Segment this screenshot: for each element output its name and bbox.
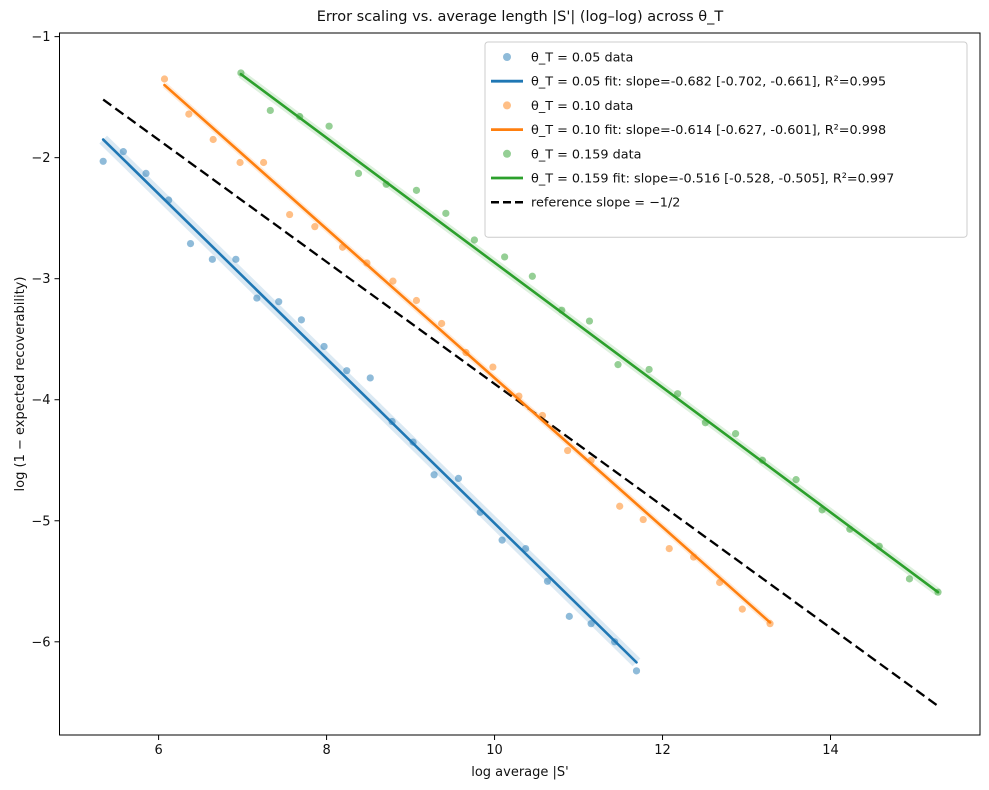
scatter-point [498, 536, 506, 544]
scatter-series [99, 148, 641, 675]
y-tick-label: −2 [31, 151, 50, 166]
scatter-point [639, 515, 647, 524]
scatter-point [142, 169, 150, 177]
fit-line [239, 72, 940, 594]
fit-line [163, 83, 772, 624]
scatter-point [343, 367, 351, 375]
legend-marker-dot [503, 149, 511, 158]
y-tick-label: −6 [31, 635, 50, 650]
scatter-point [119, 148, 127, 156]
x-tick-label: 12 [654, 743, 671, 758]
scatter-point [438, 319, 446, 328]
scatter-point [645, 365, 653, 374]
scatter-point [665, 545, 673, 553]
legend-label: θ_T = 0.05 fit: slope=-0.682 [-0.702, -0… [531, 75, 886, 90]
fit-line [101, 138, 638, 664]
legend-label: reference slope = −1/2 [531, 196, 680, 211]
scatter-point [489, 363, 497, 371]
scatter-series [237, 69, 942, 596]
scatter-point [442, 209, 450, 217]
scatter-point [320, 342, 328, 351]
scatter-point [236, 158, 244, 167]
scatter-point [528, 272, 536, 280]
x-tick-label: 8 [322, 743, 330, 758]
scatter-point [354, 169, 363, 177]
scatter-point [585, 317, 594, 325]
x-tick-label: 10 [486, 743, 503, 758]
scatter-point [389, 277, 397, 285]
scatter-point [275, 298, 283, 306]
scatter-point [501, 253, 509, 261]
legend-box [484, 41, 968, 238]
scatter-point [99, 157, 107, 165]
scatter-point [587, 620, 595, 628]
scatter-point [209, 135, 217, 144]
scatter-point [905, 575, 914, 583]
plot-area: 6 8 10 12 14 −1 −2 −3 −4 −5 −6 [31, 30, 981, 758]
scatter-point [564, 446, 572, 455]
legend-marker-dot [503, 53, 511, 61]
legend-label: θ_T = 0.05 data [531, 51, 633, 66]
scatter-point [266, 106, 274, 115]
legend-label: θ_T = 0.159 data [531, 147, 641, 162]
scatter-point [232, 255, 240, 263]
scatter-point [253, 294, 261, 302]
scatter-point [731, 430, 740, 438]
y-tick-label: −5 [31, 514, 50, 529]
legend: θ_T = 0.05 data θ_T = 0.05 fit: slope=-0.… [484, 41, 968, 238]
legend-marker-dot [503, 101, 511, 110]
scatter-point [259, 158, 268, 167]
legend-label: θ_T = 0.10 fit: slope=-0.614 [-0.627, -0… [531, 123, 886, 138]
scatter-point [738, 605, 746, 613]
scatter-point [543, 577, 552, 585]
y-tick-label: −4 [31, 393, 50, 408]
scatter-point [470, 236, 478, 244]
scatter-point [311, 223, 319, 231]
scatter-point [565, 612, 573, 620]
legend-label: θ_T = 0.159 fit: slope=-0.516 [-0.528, -… [531, 172, 894, 187]
scatter-point [325, 122, 333, 130]
scatter-point [616, 502, 624, 510]
chart-title: Error scaling vs. average length |S'| (l… [317, 9, 724, 25]
y-tick-label: −1 [31, 30, 50, 45]
scatter-point [430, 471, 438, 479]
legend-label: θ_T = 0.10 data [531, 99, 633, 114]
scatter-point [632, 667, 641, 675]
x-axis-label: log average |S' [471, 765, 569, 780]
scatter-point [674, 390, 682, 398]
y-axis-label: log (1 − expected recoverability) [13, 277, 28, 492]
scatter-point [366, 374, 374, 382]
scatter-point [614, 361, 622, 369]
scatter-point [454, 474, 463, 483]
x-tick-label: 14 [822, 743, 839, 758]
scatter-point [186, 240, 195, 248]
scatter-point [792, 476, 800, 484]
x-tick-label: 6 [154, 743, 162, 758]
plot-border [59, 32, 981, 736]
scatter-point [412, 186, 421, 194]
scatter-point [185, 110, 193, 118]
scatter-point [412, 296, 421, 305]
y-tick-label: −3 [31, 272, 50, 287]
scatter-point [286, 210, 294, 219]
scatter-point [297, 316, 305, 324]
scatter-point [208, 255, 216, 263]
scatter-point [160, 75, 169, 83]
